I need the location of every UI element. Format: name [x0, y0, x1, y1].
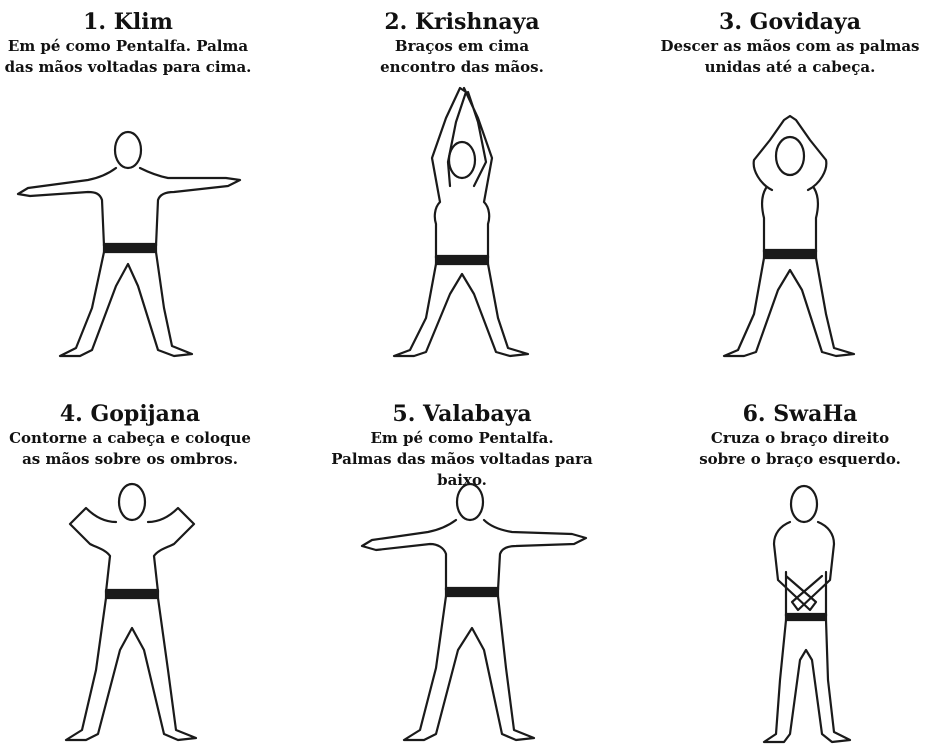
pose-title-5: 5. Valabaya — [392, 401, 532, 427]
pose-card-3: 3. Govidaya Descer as mãos com as palmas… — [640, 8, 926, 358]
figure-legs — [722, 256, 856, 358]
figure-arms-up-hands-joined — [392, 86, 530, 358]
figure-legs — [762, 618, 852, 744]
figure-belt — [434, 254, 490, 266]
pose-card-2: 2. Krishnaya Braços em cima encontro das… — [312, 8, 612, 358]
figure-hands-on-shoulders — [64, 482, 198, 742]
figure-belt — [784, 612, 828, 622]
pose-description-5-line-2: Palmas das mãos voltadas para baixo. — [331, 450, 593, 489]
pose-text-5: 5. Valabaya Em pé como Pentalfa. Palmas … — [312, 400, 612, 491]
figure-head — [455, 482, 485, 522]
figure-arms-out-palms-up — [16, 130, 242, 358]
figure-head — [789, 484, 819, 524]
pose-card-6: 6. SwaHa Cruza o braço direito sobre o b… — [650, 400, 926, 744]
pose-title-6: 6. SwaHa — [742, 401, 858, 427]
pose-card-1: 1. Klim Em pé como Pentalfa. Palma das m… — [0, 8, 278, 358]
pose-description-4-line-2: as mãos sobre os ombros. — [22, 450, 238, 468]
pose-description-6-line-1: Cruza o braço direito — [710, 429, 890, 447]
figure-head — [113, 130, 143, 170]
figure-belt — [104, 588, 160, 600]
pose-text-1: 1. Klim Em pé como Pentalfa. Palma das m… — [0, 8, 278, 78]
pose-description-1-line-2: das mãos voltadas para cima. — [4, 58, 252, 76]
figure-legs — [402, 594, 536, 742]
figure-belt — [444, 586, 500, 598]
figure-legs — [392, 262, 530, 358]
pose-description-2-line-1: Braços em cima — [394, 37, 530, 55]
figure-arms-torso — [16, 166, 242, 248]
figure-arms-torso — [772, 520, 836, 618]
figure-legs — [58, 250, 194, 358]
pose-title-3: 3. Govidaya — [719, 9, 861, 35]
pose-grid: 1. Klim Em pé como Pentalfa. Palma das m… — [0, 8, 926, 744]
pose-text-3: 3. Govidaya Descer as mãos com as palmas… — [640, 8, 926, 78]
figure-arms-torso — [430, 86, 494, 260]
figure-hands-joined-on-head — [722, 114, 856, 358]
pose-description-6-line-2: sobre o braço esquerdo. — [699, 450, 901, 468]
figure-arms-out-palms-down — [360, 482, 588, 742]
figure-head — [447, 140, 477, 180]
figure-legs — [64, 596, 198, 742]
figure-head — [774, 135, 806, 177]
pose-card-4: 4. Gopijana Contorne a cabeça e coloque … — [0, 400, 280, 742]
figure-head — [117, 482, 147, 522]
pose-description-3-line-2: unidas até a cabeça. — [704, 58, 876, 76]
pose-description-4-line-1: Contorne a cabeça e coloque — [9, 429, 251, 447]
pose-card-5: 5. Valabaya Em pé como Pentalfa. Palmas … — [312, 400, 612, 742]
pose-text-6: 6. SwaHa Cruza o braço direito sobre o b… — [650, 400, 926, 470]
pose-description-2-line-2: encontro das mãos. — [380, 58, 544, 76]
pose-description-5-line-1: Em pé como Pentalfa. — [370, 429, 554, 447]
figure-arms-torso — [360, 518, 588, 592]
pose-text-4: 4. Gopijana Contorne a cabeça e coloque … — [0, 400, 280, 470]
figure-arms-crossed-down — [762, 484, 852, 744]
figure-belt — [762, 248, 818, 260]
pose-text-2: 2. Krishnaya Braços em cima encontro das… — [312, 8, 612, 78]
figure-belt — [102, 242, 158, 254]
pose-description-3-line-1: Descer as mãos com as palmas — [660, 37, 920, 55]
pose-title-4: 4. Gopijana — [59, 401, 201, 427]
pose-title-2: 2. Krishnaya — [384, 9, 540, 35]
pose-title-1: 1. Klim — [83, 9, 173, 35]
pose-description-1-line-1: Em pé como Pentalfa. Palma — [7, 37, 249, 55]
